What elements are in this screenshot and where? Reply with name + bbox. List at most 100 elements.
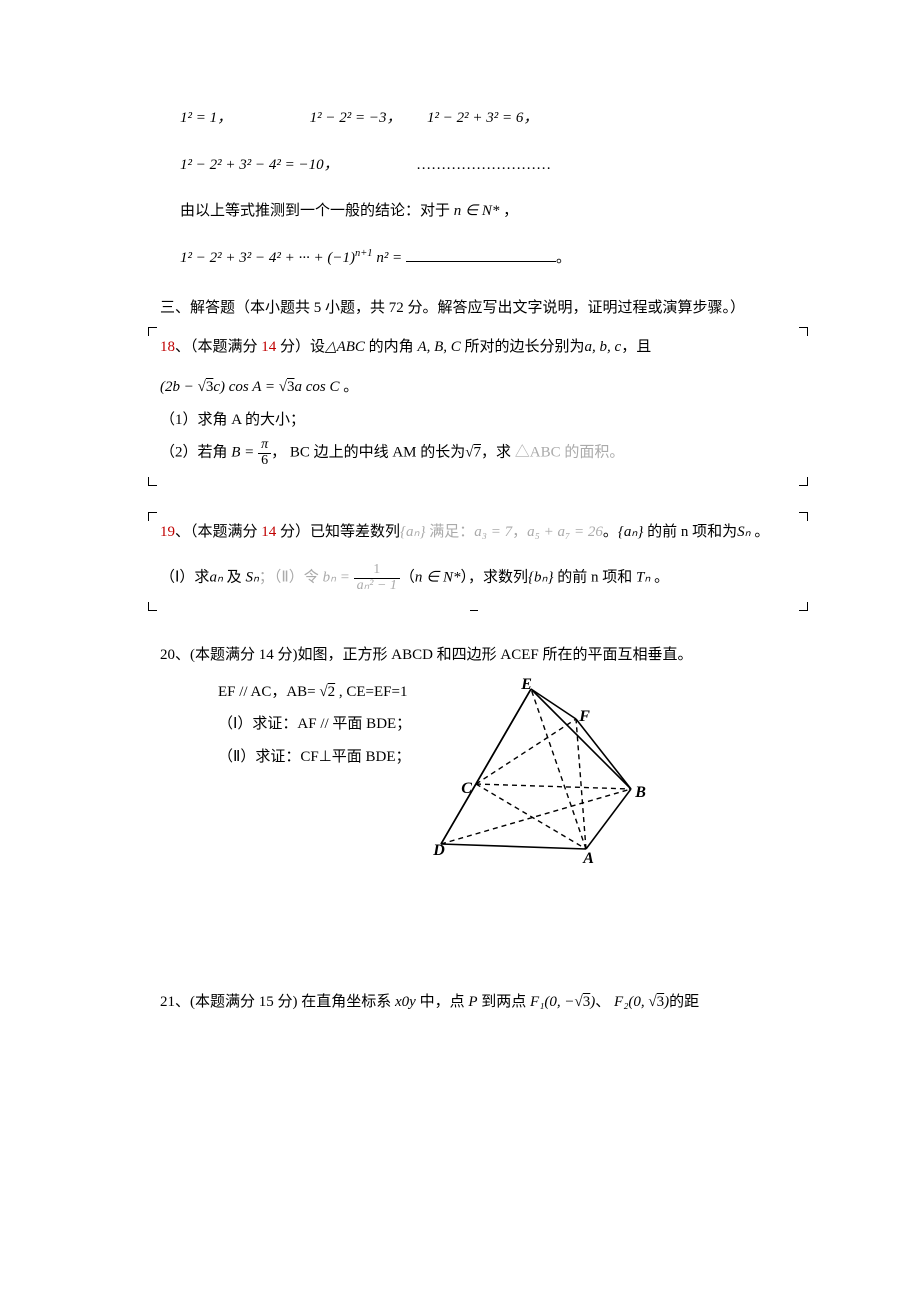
p20-part2: （Ⅱ）求证：CF⊥平面 BDE；: [218, 743, 411, 772]
p18-hd: 的内角: [365, 339, 418, 355]
p20-line2: EF // AC，AB= √2 , CE=EF=1: [218, 678, 411, 707]
p19-p1d: Sₙ: [245, 570, 258, 586]
p20-text-block: EF // AC，AB= √2 , CE=EF=1 （Ⅰ）求证：AF // 平面…: [218, 674, 411, 776]
p19-p1h: n ∈ N*: [415, 570, 461, 586]
p19-p1g: （: [400, 570, 415, 586]
eq4-mid: n² =: [373, 250, 406, 266]
p21-f1a: F₁(0, −: [530, 994, 575, 1010]
eq4-tail: 。: [556, 250, 571, 266]
p21-f2a: F₂(0,: [614, 994, 648, 1010]
p21-ha: (本题满分 15 分) 在直角坐标系: [190, 994, 395, 1010]
p20-l2a: EF // AC，AB=: [218, 684, 319, 700]
p19-hb: 分）已知等差数列: [276, 524, 400, 540]
problem-21: 21、(本题满分 15 分) 在直角坐标系 x0y 中，点 P 到两点 F₁(0…: [160, 988, 780, 1017]
p19-number: 19: [160, 524, 175, 540]
p18-number: 18: [160, 339, 175, 355]
p21-he: 到两点: [478, 994, 531, 1010]
page: 1² = 1， 1² − 2² = −3， 1² − 2² + 3² = 6， …: [0, 0, 920, 1080]
p18-ha: （本题满分: [190, 339, 261, 355]
p19-p1c: 及: [223, 570, 246, 586]
p19-hf: 的前 n 项和为: [643, 524, 737, 540]
eq3-tail: ，: [503, 203, 518, 219]
p18-eq-end: 。: [339, 379, 358, 395]
p18-p2c: ， BC 边上的中线 AM 的长为: [271, 445, 465, 461]
p18-p2b: B =: [231, 445, 258, 461]
crop-corner-icon: [148, 477, 157, 486]
p18-hh: ，且: [621, 339, 651, 355]
p19-score: 14: [261, 524, 276, 540]
p19-seq1: {aₙ}: [400, 524, 425, 540]
p20-l2b: , CE=EF=1: [335, 684, 407, 700]
p20-part1: （Ⅰ）求证：AF // 平面 BDE；: [218, 710, 411, 739]
p18-frac-num: π: [258, 438, 271, 454]
p20-number: 20、: [160, 647, 190, 663]
p21-tail: 的距: [669, 994, 699, 1010]
p18-part2: （2）若角 B = π6， BC 边上的中线 AM 的长为√7，求 △ABC 的…: [160, 438, 780, 468]
eq-line-2: 1² − 2² + 3² − 4² = −10， ………………………: [180, 151, 780, 180]
eq1a: 1² = 1，: [180, 110, 232, 126]
p18-eq-lhs-post: c) cos A =: [213, 379, 278, 395]
p18-eq-rhs-post: a cos C: [294, 379, 339, 395]
p18-sep: 、: [175, 339, 190, 355]
eq2dots: ………………………: [416, 157, 551, 173]
problem-20: 20、(本题满分 14 分)如图，正方形 ABCD 和四边形 ACEF 所在的平…: [160, 641, 780, 864]
eq-line-4: 1² − 2² + 3² − 4² + ··· + (−1)n+1 n² = 。: [180, 244, 780, 273]
section-3-heading: 三、解答题（本小题共 5 小题，共 72 分。解答应写出文字说明，证明过程或演算…: [160, 294, 780, 323]
p19-seq2: {aₙ}: [618, 524, 643, 540]
eq-line-1: 1² = 1， 1² − 2² = −3， 1² − 2² + 3² = 6，: [180, 104, 780, 133]
p18-equation: (2b − √3c) cos A = √3a cos C 。: [160, 373, 780, 402]
p21-sep: 、: [595, 994, 610, 1010]
p20-figure: D A B C E F: [421, 674, 651, 864]
p18-he: A, B, C: [417, 339, 460, 355]
p18-frac-den: 6: [258, 454, 271, 469]
eq1c: 1² − 2² + 3² = 6，: [427, 110, 538, 126]
p18-hc: △ABC: [325, 339, 365, 355]
fig-label-E: E: [521, 670, 532, 700]
crop-corner-icon: [799, 477, 808, 486]
p18-score: 14: [261, 339, 276, 355]
crop-corner-icon: [799, 602, 808, 611]
p19-p1seq: {bₙ}: [528, 570, 553, 586]
p19-p1l: 。: [650, 570, 669, 586]
eq2a: 1² − 2² + 3² − 4² = −10，: [180, 157, 339, 173]
p18-p2d: ，求 △ABC 的面积。，求 △ABC 的面积。: [481, 445, 624, 461]
p18-heading: 18、（本题满分 14 分）设△ABC 的内角 A, B, C 所对的边长分别为…: [160, 333, 780, 362]
sqrt-icon: √: [198, 379, 206, 395]
fig-label-F: F: [579, 702, 590, 732]
p20-head: (本题满分 14 分)如图，正方形 ABCD 和四边形 ACEF 所在的平面互相…: [190, 647, 693, 663]
p19-p1j: 的前 n 项和: [554, 570, 637, 586]
crop-corner-icon: [470, 602, 478, 611]
blank-fill: [406, 246, 556, 262]
p19-hg: Sₙ: [737, 524, 750, 540]
p19-p1f: bₙ =: [323, 570, 354, 586]
p19-cond1: a₃ = 7: [474, 524, 512, 540]
sqrt-icon: √: [319, 684, 327, 700]
p19-p1e: ；（Ⅱ）令: [259, 570, 323, 586]
p19-hd: ，: [512, 524, 527, 540]
p19-p1k: Tₙ: [636, 570, 650, 586]
geometry-figure-icon: [421, 674, 651, 864]
p21-hb: x0y: [395, 994, 416, 1010]
eq-line-3: 由以上等式推测到一个一般的结论：对于 n ∈ N* ，: [180, 197, 780, 226]
p19-heading: 19、（本题满分 14 分）已知等差数列{aₙ} 满足：a₃ = 7，a₅ + …: [160, 518, 780, 547]
p21-hd: P: [468, 994, 477, 1010]
eq4-exp: n+1: [355, 248, 373, 259]
p20-heading: 20、(本题满分 14 分)如图，正方形 ABCD 和四边形 ACEF 所在的平…: [160, 641, 780, 670]
p21-hc: 中，点: [416, 994, 469, 1010]
p18-hb: 分）设: [276, 339, 325, 355]
sqrt-icon: √: [648, 994, 656, 1010]
eq3-math: n ∈ N*: [454, 203, 500, 219]
eq4-prefix: 1² − 2² + 3² − 4² + ··· + (−1): [180, 250, 355, 266]
p18-part1: （1）求角 A 的大小；: [160, 406, 780, 435]
eq1b: 1² − 2² = −3，: [310, 110, 402, 126]
problem-18: 18、（本题满分 14 分）设△ABC 的内角 A, B, C 所对的边长分别为…: [160, 327, 780, 487]
p18-frac: π6: [258, 438, 271, 468]
p19-parts: （Ⅰ）求aₙ 及 Sₙ；（Ⅱ）令 bₙ = 1aₙ² − 1（n ∈ N*），求…: [160, 563, 780, 593]
eq3-text: 由以上等式推测到一个一般的结论：对于: [180, 203, 450, 219]
p19-p1a: （Ⅰ）求: [160, 570, 209, 586]
p19-he: 。: [603, 524, 618, 540]
p19-p1b: aₙ: [209, 570, 222, 586]
p19-hc: 满足：: [426, 524, 475, 540]
p19-frac-num: 1: [354, 563, 400, 579]
fig-label-B: B: [635, 778, 646, 808]
